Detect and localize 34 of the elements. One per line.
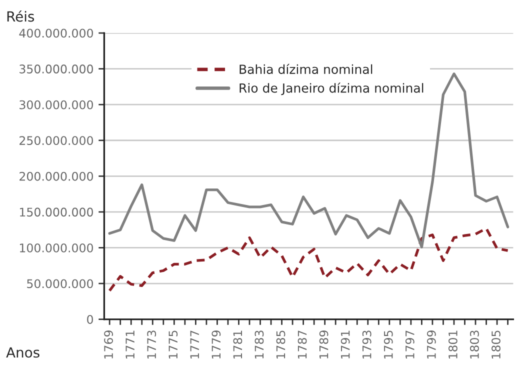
legend-label: Rio de Janeiro dízima nominal [240, 82, 424, 96]
x-tick-label: 1779 [212, 330, 221, 358]
y-tick-label: 100.000.000 [20, 243, 93, 252]
x-tick-label: 1781 [233, 330, 242, 358]
x-tick-label: 1769 [104, 330, 114, 358]
x-tick-label: 1795 [384, 330, 393, 358]
line-series [108, 72, 510, 248]
x-tick-label: 1801 [448, 330, 458, 358]
y-axis-title: Réis [7, 10, 34, 22]
x-tick-label: 1805 [492, 330, 500, 358]
x-tick-label: 1775 [168, 330, 178, 358]
x-tick-label: 1787 [298, 330, 307, 358]
y-tick-label: 150.000.000 [20, 208, 93, 217]
y-tick-label: 400.000.000 [19, 28, 93, 38]
legend-label: Bahia dízima nominal [240, 64, 372, 74]
x-tick-label: 1773 [147, 330, 156, 358]
y-tick-label: 200.000.000 [20, 172, 93, 181]
x-tick-label: 1793 [362, 330, 372, 358]
x-tick-label: 1783 [254, 330, 264, 358]
x-tick-label: 1791 [340, 330, 350, 358]
x-tick-label: 1771 [126, 330, 134, 358]
x-tick-label: 1797 [405, 330, 414, 358]
y-tick-label: 300.000.000 [20, 100, 93, 110]
line-series [108, 227, 510, 292]
y-tick-label: 350.000.000 [20, 64, 93, 74]
y-tick-label: 250.000.000 [20, 136, 93, 146]
x-tick-label: 1803 [470, 330, 479, 358]
x-tick-label: 1785 [276, 330, 286, 358]
x-axis-title: Anos [6, 347, 40, 358]
x-tick-label: 1777 [190, 330, 199, 358]
x-tick-label: 1789 [319, 330, 328, 358]
y-tick-label: 50.000.000 [27, 279, 93, 288]
y-tick-label: 0 [87, 315, 93, 324]
x-tick-label: 1799 [426, 330, 436, 358]
